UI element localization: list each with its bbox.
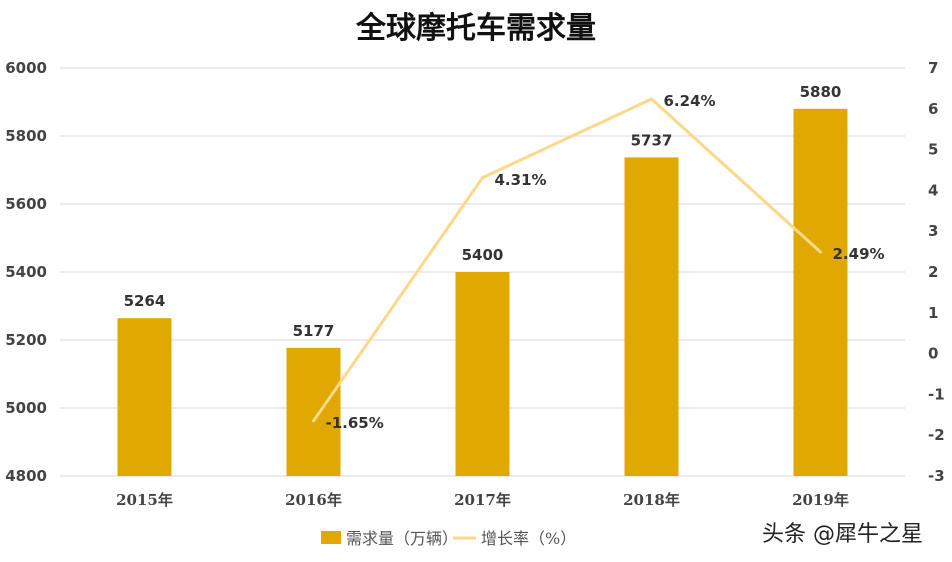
y-right-tick-label: 5 bbox=[928, 141, 938, 159]
y-right-tick-label: -2 bbox=[928, 426, 945, 444]
line-data-label: 6.24% bbox=[664, 92, 716, 110]
bar-2015年 bbox=[117, 318, 172, 476]
x-tick-label: 2016年 bbox=[285, 491, 342, 509]
bar-data-label: 5400 bbox=[462, 246, 504, 264]
y-left-tick-label: 5400 bbox=[5, 263, 47, 281]
y-right-tick-label: 1 bbox=[928, 304, 938, 322]
x-tick-label: 2017年 bbox=[454, 491, 511, 509]
bar-2018年 bbox=[624, 157, 679, 477]
y-left-tick-label: 6000 bbox=[5, 59, 47, 77]
bar-2016年 bbox=[286, 347, 341, 476]
y-right-tick-label: 4 bbox=[928, 181, 938, 199]
y-right-tick-label: 0 bbox=[928, 345, 938, 363]
y-right-tick-label: -3 bbox=[928, 467, 945, 485]
x-tick-label: 2015年 bbox=[116, 491, 173, 509]
bar-2017年 bbox=[455, 272, 510, 476]
y-left-tick-label: 5000 bbox=[5, 399, 47, 417]
watermark: 头条 @犀牛之星 bbox=[762, 522, 923, 547]
y-right-tick-label: 3 bbox=[928, 222, 938, 240]
growth-rate-point bbox=[650, 97, 653, 101]
x-tick-label: 2019年 bbox=[792, 491, 849, 509]
bar-data-label: 5880 bbox=[800, 83, 842, 101]
line-data-label: 4.31% bbox=[495, 171, 547, 189]
legend-line-label: 增长率（%） bbox=[481, 529, 576, 548]
y-left-tick-label: 5600 bbox=[5, 195, 47, 213]
y-left-tick-label: 5800 bbox=[5, 127, 47, 145]
y-left-tick-label: 5200 bbox=[5, 331, 47, 349]
chart-title: 全球摩托车需求量 bbox=[355, 11, 596, 46]
bar-2019年 bbox=[793, 108, 848, 477]
growth-rate-line bbox=[312, 97, 822, 422]
legend-bar-swatch bbox=[321, 531, 341, 544]
x-tick-label: 2018年 bbox=[623, 491, 680, 509]
legend-bar-label: 需求量（万辆） bbox=[346, 529, 458, 548]
y-right-tick-label: 6 bbox=[928, 100, 938, 118]
line-data-label: 2.49% bbox=[833, 245, 885, 263]
y-left-tick-label: 4800 bbox=[5, 467, 47, 485]
y-right-tick-label: 7 bbox=[928, 59, 938, 77]
bar-data-label: 5737 bbox=[631, 131, 673, 149]
legend: 需求量（万辆） 增长率（%） bbox=[321, 529, 576, 548]
y-right-tick-label: 2 bbox=[928, 263, 938, 281]
growth-rate-point bbox=[481, 176, 484, 180]
bar-data-label: 5264 bbox=[124, 292, 166, 310]
bar-data-label: 5177 bbox=[293, 322, 335, 340]
line-data-label: -1.65% bbox=[326, 414, 384, 432]
growth-rate-point bbox=[312, 419, 315, 423]
growth-rate-point bbox=[819, 250, 822, 254]
y-right-tick-label: -1 bbox=[928, 385, 945, 403]
